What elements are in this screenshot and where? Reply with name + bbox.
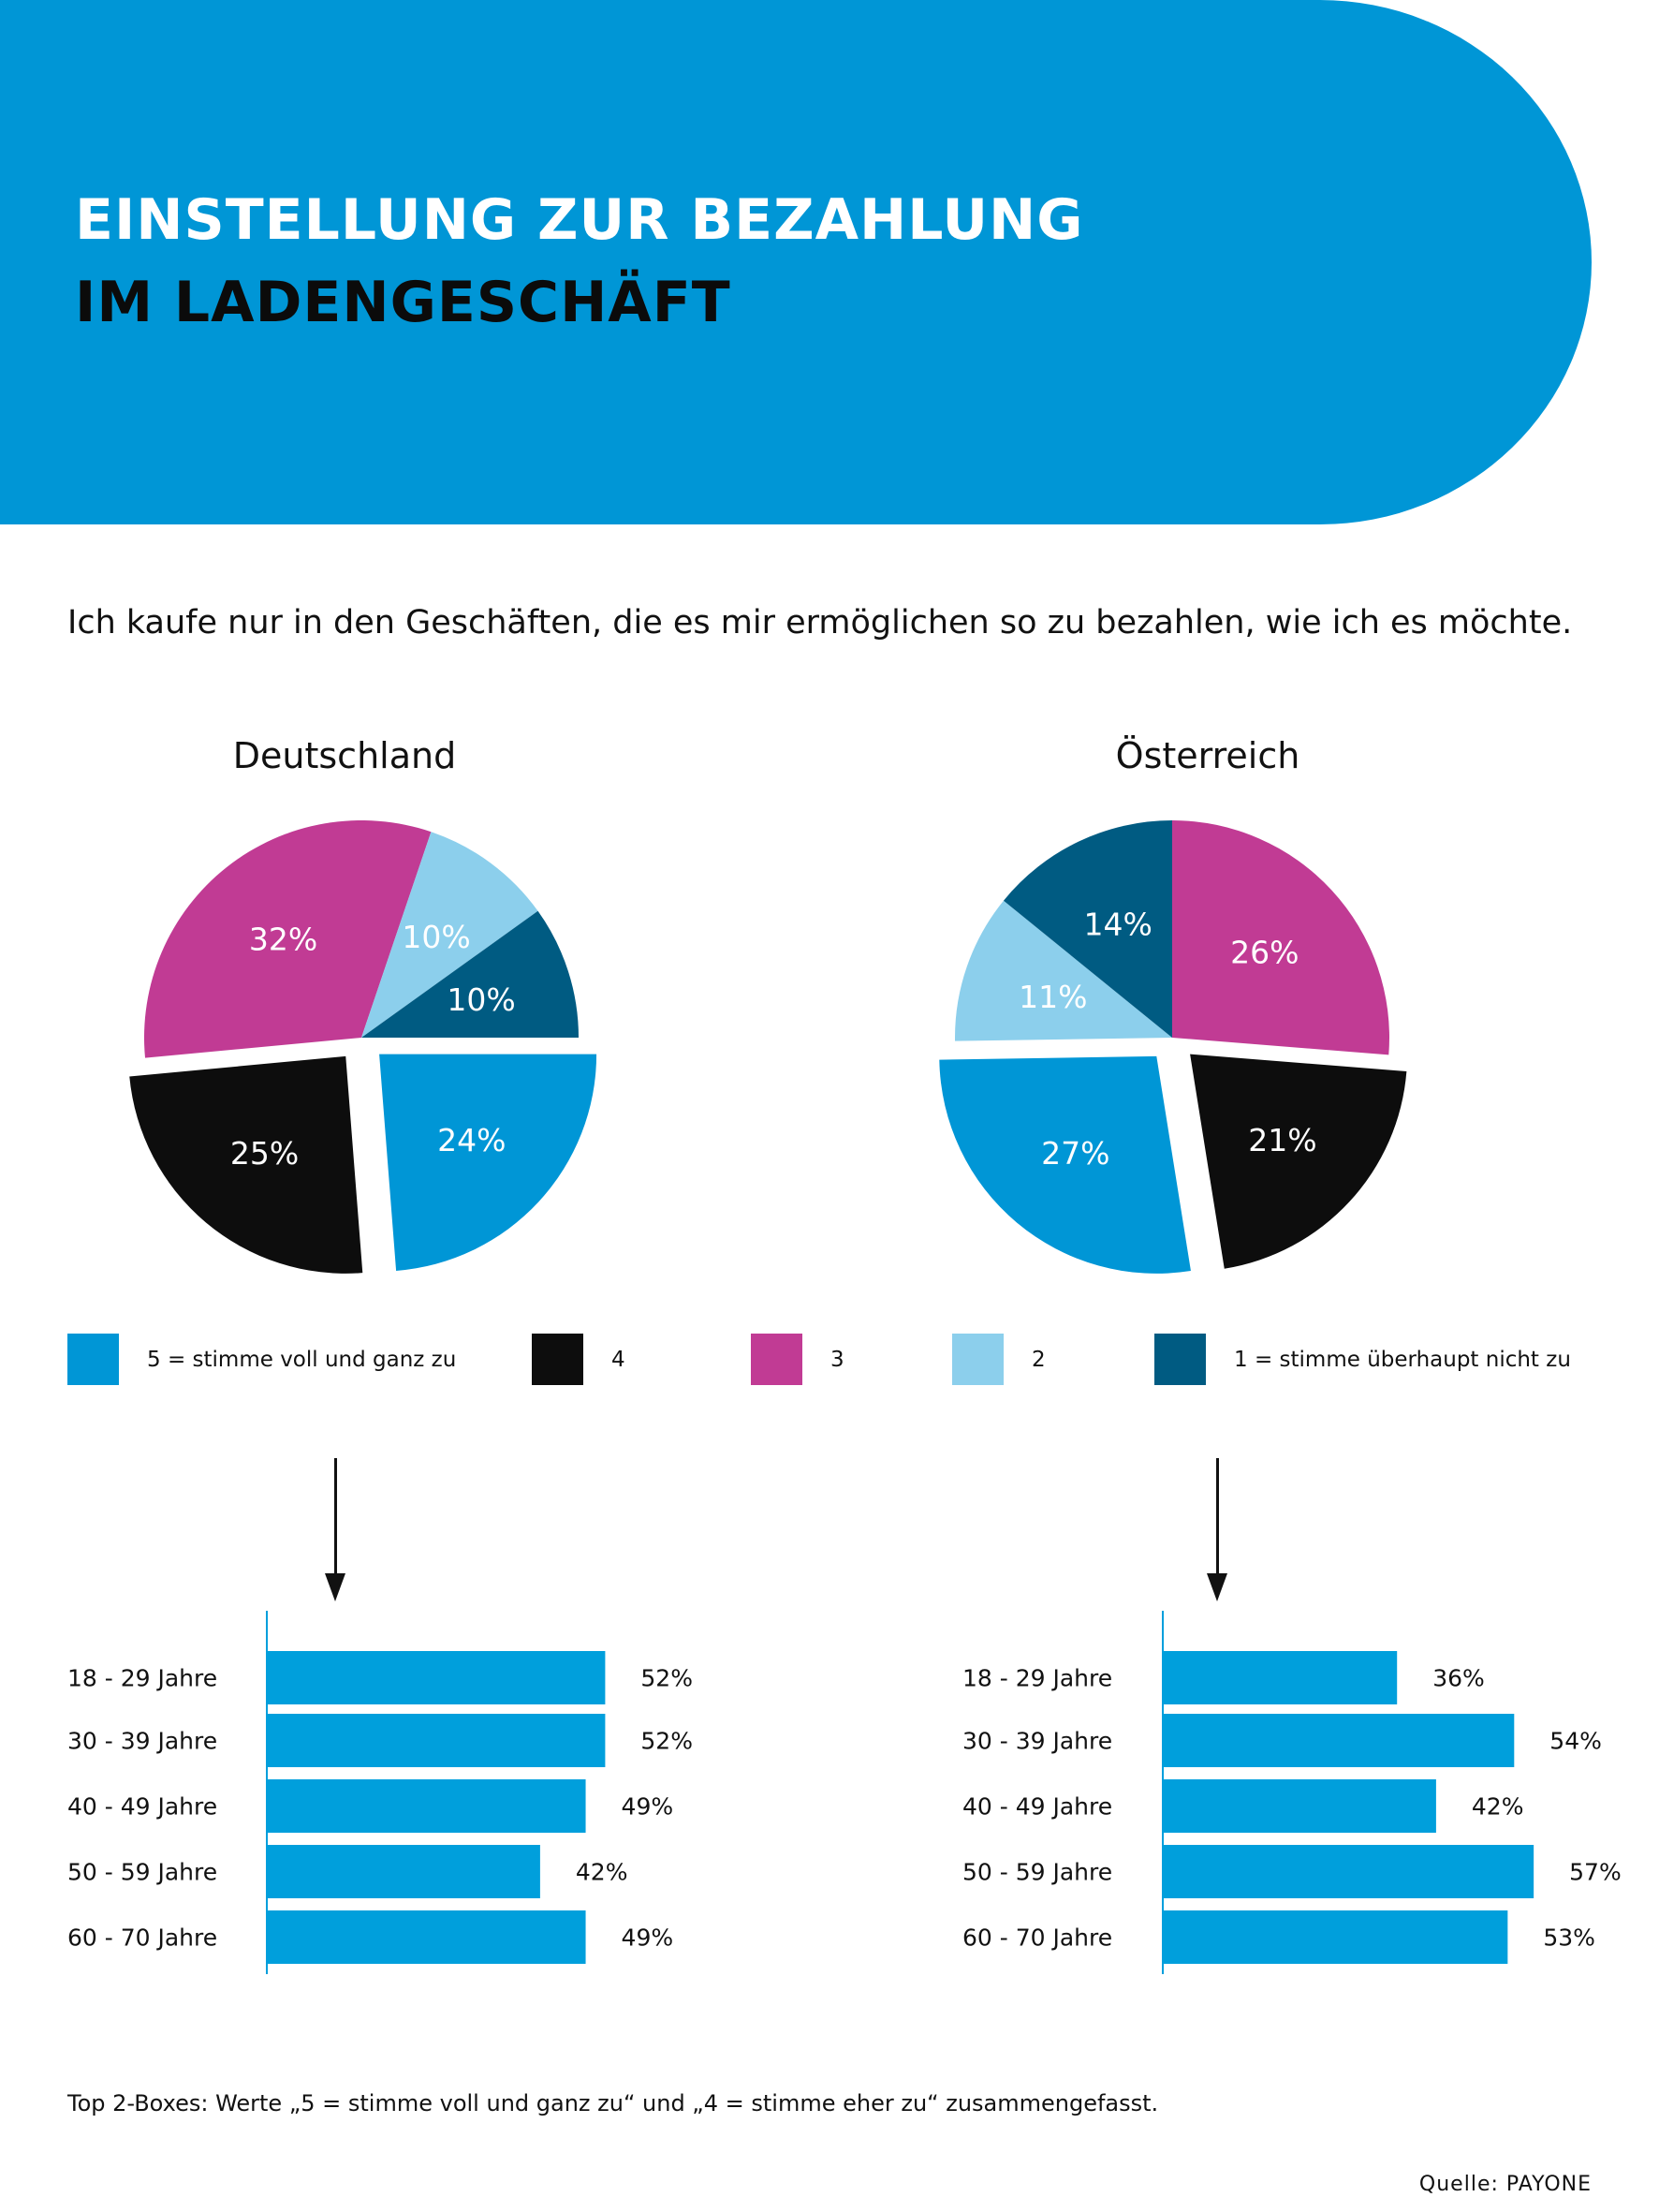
arrow-head-icon-right: [1207, 1573, 1227, 1601]
pie-oesterreich-slice-label-2: 11%: [1019, 979, 1087, 1015]
bars-deutschland-value-label: 52%: [640, 1665, 693, 1692]
bars-deutschland-bar: [267, 1779, 586, 1833]
footnote: Top 2-Boxes: Werte „5 = stimme voll und …: [67, 2090, 1159, 2116]
legend-label-1: 1 = stimme überhaupt nicht zu: [1234, 1347, 1571, 1372]
bars-deutschland-bar: [267, 1651, 606, 1704]
bars-oesterreich-value-label: 53%: [1543, 1924, 1595, 1952]
survey-statement: Ich kaufe nur in den Geschäften, die es …: [67, 604, 1573, 641]
pie-chart-oesterreich: 26% 21% 27% 11% 14%: [939, 820, 1407, 1274]
pie-deutschland-slice-label-1: 10%: [447, 981, 515, 1018]
legend-swatch-3: [751, 1334, 802, 1385]
pie-oesterreich-slice-3: [1172, 820, 1389, 1055]
pie-deutschland-slice-3: [144, 820, 432, 1058]
legend-swatch-4: [532, 1334, 583, 1385]
legend: 5 = stimme voll und ganz zu 4 3 2 1 = st…: [0, 1334, 1659, 1390]
pie-deutschland-slice-1: [361, 910, 579, 1038]
pie-deutschland-slice-label-2: 10%: [402, 919, 470, 955]
bars-deutschland-value-label: 42%: [576, 1859, 628, 1886]
bars-oesterreich-bar: [1163, 1779, 1436, 1833]
pie-deutschland-slice-label-5: 24%: [437, 1122, 506, 1158]
pie-deutschland-slice-label-3: 32%: [249, 921, 317, 957]
pie-oesterreich-slice-label-1: 14%: [1083, 907, 1152, 943]
bars-deutschland-bar: [267, 1714, 606, 1767]
legend-item-3: 3: [751, 1334, 844, 1385]
pie-oesterreich-slice-2: [954, 900, 1172, 1041]
pie-deutschland-slice-5: [379, 1054, 597, 1271]
bars-deutschland-value-label: 49%: [622, 1793, 674, 1821]
bars-oesterreich-bar: [1163, 1714, 1515, 1767]
bar-chart-deutschland: 18 - 29 Jahre 52% 30 - 39 Jahre 52% 40 - 49 …: [67, 1611, 693, 1974]
bars-oesterreich-bar: [1163, 1845, 1534, 1898]
age-bar-charts: 18 - 29 Jahre 52% 30 - 39 Jahre 52% 40 - 49 …: [67, 1611, 1622, 1974]
pie-title-deutschland: Deutschland: [232, 735, 457, 776]
arrow-down-icon-left: [334, 1458, 337, 1580]
bars-oesterreich-bar: [1163, 1651, 1398, 1704]
pie-deutschland-slice-4: [129, 1055, 363, 1274]
bars-deutschland-bar: [267, 1845, 540, 1898]
bars-deutschland-category-label: 30 - 39 Jahre: [67, 1728, 217, 1755]
page-title-line2: IM LADENGESCHÄFT: [75, 270, 731, 335]
page-title-line1: EINSTELLUNG ZUR BEZAHLUNG: [75, 187, 1084, 253]
bars-deutschland-category-label: 40 - 49 Jahre: [67, 1793, 217, 1821]
legend-swatch-5: [67, 1334, 119, 1385]
bars-deutschland-category-label: 50 - 59 Jahre: [67, 1859, 217, 1886]
legend-item-4: 4: [532, 1334, 625, 1385]
arrow-down-icon-right: [1216, 1458, 1219, 1580]
pie-title-oesterreich: Österreich: [1115, 735, 1300, 776]
bars-oesterreich-value-label: 42%: [1472, 1793, 1524, 1821]
legend-item-1: 1 = stimme überhaupt nicht zu: [1154, 1334, 1571, 1385]
header-banner: [0, 0, 1592, 524]
pie-oesterreich-slice-label-5: 27%: [1041, 1135, 1109, 1172]
bars-oesterreich-value-label: 57%: [1569, 1859, 1622, 1886]
source-credit: Quelle: PAYONE: [1418, 2173, 1592, 2196]
bars-oesterreich-category-label: 40 - 49 Jahre: [962, 1793, 1112, 1821]
legend-label-5: 5 = stimme voll und ganz zu: [147, 1347, 457, 1372]
bars-oesterreich-bar: [1163, 1910, 1508, 1964]
bars-oesterreich-value-label: 54%: [1549, 1728, 1602, 1755]
arrow-head-icon-left: [325, 1573, 345, 1601]
bars-deutschland-value-label: 52%: [640, 1728, 693, 1755]
pie-oesterreich-slice-4: [1190, 1054, 1407, 1269]
pie-oesterreich-slice-5: [939, 1055, 1191, 1274]
pie-deutschland-slice-2: [361, 832, 538, 1038]
legend-label-3: 3: [830, 1347, 844, 1372]
pie-deutschland-slice-label-4: 25%: [230, 1135, 299, 1172]
legend-label-4: 4: [611, 1347, 625, 1372]
pie-charts: 24% 25% 32% 10% 10% 26% 21% 27% 11% 14%: [129, 820, 1407, 1274]
pie-chart-deutschland: 24% 25% 32% 10% 10%: [129, 820, 597, 1274]
bars-oesterreich-category-label: 60 - 70 Jahre: [962, 1924, 1112, 1952]
bars-deutschland-bar: [267, 1910, 586, 1964]
bars-oesterreich-value-label: 36%: [1432, 1665, 1485, 1692]
bars-oesterreich-category-label: 30 - 39 Jahre: [962, 1728, 1112, 1755]
legend-swatch-1: [1154, 1334, 1206, 1385]
legend-item-2: 2: [952, 1334, 1046, 1385]
bars-deutschland-category-label: 60 - 70 Jahre: [67, 1924, 217, 1952]
pie-oesterreich-slice-label-4: 21%: [1248, 1122, 1316, 1158]
pie-oesterreich-slice-1: [1003, 820, 1172, 1038]
bars-deutschland-value-label: 49%: [622, 1924, 674, 1952]
bars-oesterreich-category-label: 18 - 29 Jahre: [962, 1665, 1112, 1692]
legend-swatch-2: [952, 1334, 1004, 1385]
bar-chart-oesterreich: 18 - 29 Jahre 36% 30 - 39 Jahre 54% 40 - 49 …: [962, 1611, 1622, 1974]
legend-label-2: 2: [1032, 1347, 1046, 1372]
pie-oesterreich-slice-label-3: 26%: [1230, 935, 1299, 971]
legend-item-5: 5 = stimme voll und ganz zu: [67, 1334, 456, 1385]
bars-oesterreich-category-label: 50 - 59 Jahre: [962, 1859, 1112, 1886]
bars-deutschland-category-label: 18 - 29 Jahre: [67, 1665, 217, 1692]
